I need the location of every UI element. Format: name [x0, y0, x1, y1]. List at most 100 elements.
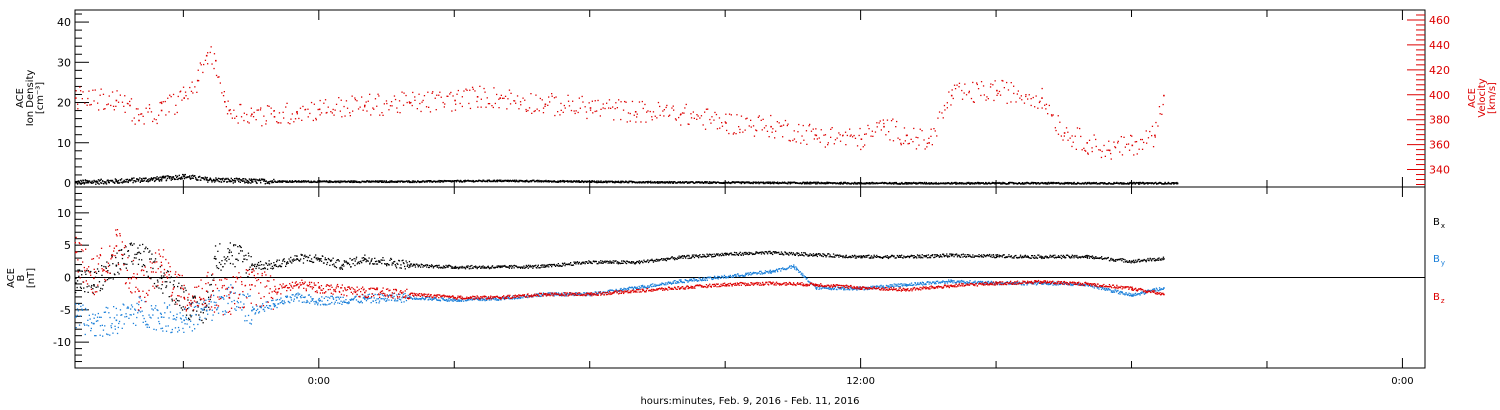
data-point [708, 255, 710, 257]
data-point [487, 103, 490, 105]
data-point [281, 263, 283, 265]
data-point [231, 117, 233, 119]
data-point [702, 253, 704, 256]
data-point [157, 309, 159, 312]
data-point [1006, 102, 1008, 104]
data-point [1135, 182, 1137, 185]
data-point [912, 141, 914, 143]
data-point [371, 258, 373, 260]
data-point [317, 180, 319, 182]
data-point [231, 179, 234, 181]
data-point [647, 261, 650, 264]
data-point [521, 180, 523, 182]
data-point [631, 180, 633, 183]
data-point [1049, 254, 1051, 256]
data-point [318, 180, 320, 182]
data-point [90, 181, 92, 183]
data-point [210, 179, 213, 182]
data-point [526, 180, 529, 182]
data-point [403, 92, 405, 94]
data-point [1028, 257, 1030, 259]
data-point [1047, 181, 1050, 184]
data-point [272, 267, 275, 269]
data-point [540, 181, 543, 183]
data-point [406, 180, 408, 182]
data-point [742, 254, 744, 256]
data-point [164, 312, 166, 314]
data-point [1141, 148, 1144, 150]
data-point [203, 301, 205, 303]
data-point [868, 182, 871, 184]
data-point [1159, 259, 1161, 261]
data-point [559, 181, 561, 183]
data-point [672, 105, 674, 107]
data-point [105, 267, 107, 269]
data-point [260, 307, 262, 309]
data-point [972, 101, 975, 103]
data-point [170, 276, 172, 278]
data-point [762, 251, 764, 253]
data-point [599, 262, 601, 264]
data-point [329, 264, 331, 266]
data-point [499, 266, 501, 269]
data-point [316, 257, 318, 259]
data-point [240, 250, 242, 252]
data-point [795, 253, 797, 255]
data-point [167, 97, 169, 99]
data-point [421, 101, 423, 103]
data-point [191, 81, 193, 83]
data-point [352, 181, 354, 184]
data-point [150, 278, 152, 280]
data-point [289, 260, 291, 262]
data-point [484, 267, 486, 269]
data-point [189, 175, 191, 177]
data-point [239, 179, 241, 181]
data-point [280, 122, 282, 124]
data-point [464, 180, 467, 182]
data-point [1010, 82, 1012, 84]
data-point [810, 130, 813, 132]
data-point [633, 262, 635, 265]
data-point [228, 258, 230, 260]
data-point [561, 265, 563, 267]
data-point [230, 251, 232, 253]
data-point [1154, 136, 1156, 138]
data-point [185, 316, 187, 318]
data-point [409, 102, 411, 104]
data-point [1076, 182, 1079, 185]
data-point [85, 270, 88, 272]
data-point [307, 116, 309, 118]
data-point [1095, 181, 1098, 184]
data-point [622, 180, 624, 183]
data-point [919, 254, 921, 256]
data-point [987, 98, 989, 100]
data-point [394, 180, 396, 183]
data-point [233, 109, 235, 111]
data-point [756, 252, 758, 254]
data-point [291, 180, 293, 182]
data-point [851, 256, 853, 258]
data-point [912, 255, 914, 257]
data-point [553, 263, 555, 266]
data-point [410, 263, 413, 265]
data-point [236, 258, 238, 260]
data-point [652, 259, 654, 262]
data-point [142, 264, 145, 266]
data-point [104, 311, 107, 313]
data-point [1124, 182, 1127, 185]
data-point [564, 107, 566, 109]
data-point [126, 178, 129, 181]
data-point [1059, 256, 1061, 259]
data-point [114, 328, 116, 330]
data-point [262, 267, 265, 270]
data-point [962, 256, 964, 258]
data-point [165, 330, 168, 332]
data-point [208, 296, 210, 298]
data-point [91, 322, 93, 324]
data-point [485, 106, 487, 108]
data-point [491, 265, 494, 267]
data-point [548, 266, 550, 268]
data-point [889, 139, 891, 141]
data-point [244, 182, 246, 184]
data-point [331, 264, 334, 266]
